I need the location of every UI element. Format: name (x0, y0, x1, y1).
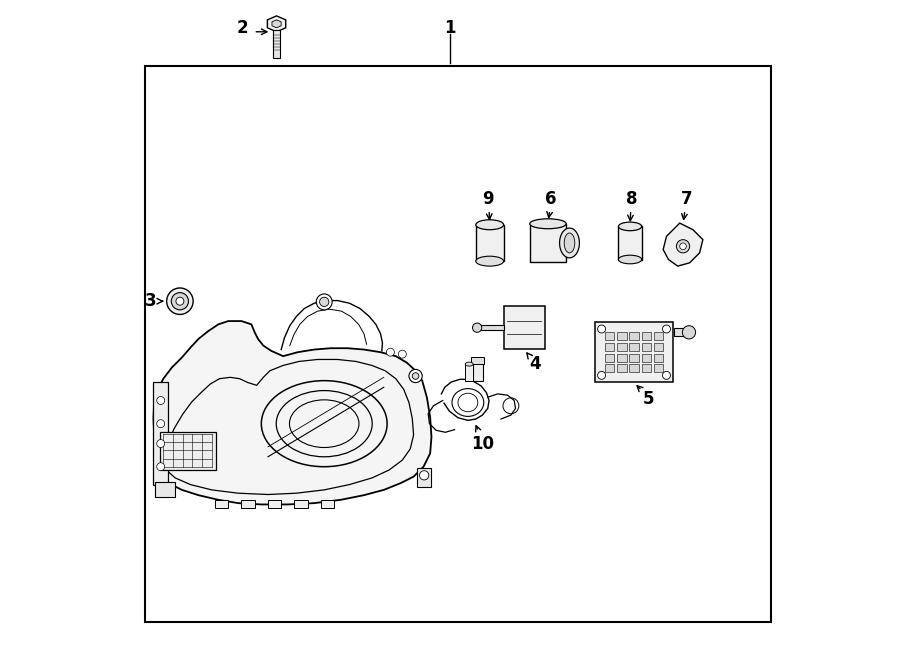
Ellipse shape (564, 233, 575, 253)
Bar (530, 224, 566, 262)
Circle shape (157, 420, 165, 428)
Bar (605, 343, 614, 351)
Ellipse shape (618, 256, 642, 264)
Bar (274, 30, 280, 58)
Polygon shape (663, 223, 703, 266)
Text: 5: 5 (643, 389, 654, 408)
Ellipse shape (530, 219, 566, 229)
Circle shape (157, 440, 165, 448)
Bar (605, 364, 614, 373)
Bar (605, 354, 614, 361)
Circle shape (662, 325, 670, 333)
Circle shape (598, 371, 606, 379)
Text: 10: 10 (472, 434, 495, 453)
Ellipse shape (560, 228, 580, 258)
Text: 7: 7 (681, 189, 693, 208)
Text: 4: 4 (529, 355, 541, 373)
Text: 2: 2 (237, 19, 248, 37)
Ellipse shape (476, 256, 504, 266)
Bar (417, 468, 431, 487)
Circle shape (316, 294, 332, 310)
Ellipse shape (472, 358, 483, 363)
Circle shape (682, 326, 696, 339)
Bar (160, 432, 216, 470)
Bar (472, 357, 484, 364)
Circle shape (662, 371, 670, 379)
Circle shape (386, 348, 394, 356)
Circle shape (157, 397, 165, 404)
Bar (146, 66, 771, 622)
Circle shape (412, 373, 418, 379)
Bar (653, 343, 663, 351)
Circle shape (176, 297, 184, 305)
Bar (605, 332, 614, 340)
Bar (595, 322, 673, 382)
Circle shape (409, 369, 422, 383)
Bar (642, 354, 652, 361)
Bar (156, 482, 176, 496)
Bar (629, 332, 639, 340)
Circle shape (399, 350, 406, 358)
Circle shape (677, 240, 689, 253)
Bar (674, 328, 689, 336)
Text: 1: 1 (445, 19, 455, 37)
Text: 8: 8 (626, 189, 638, 208)
Bar (241, 500, 255, 508)
Bar (616, 332, 626, 340)
Circle shape (171, 293, 188, 310)
Bar (629, 343, 639, 351)
Bar (629, 354, 639, 361)
Polygon shape (153, 321, 431, 504)
Circle shape (166, 288, 194, 314)
Bar (629, 364, 639, 373)
Bar (653, 332, 663, 340)
Bar (215, 500, 229, 508)
Bar (268, 500, 281, 508)
Bar (653, 364, 663, 373)
Bar (616, 343, 626, 351)
Bar (642, 364, 652, 373)
Bar (642, 343, 652, 351)
Bar (653, 354, 663, 361)
Bar (616, 364, 626, 373)
Bar (321, 500, 334, 508)
Bar (477, 325, 504, 330)
Bar (465, 364, 473, 381)
Circle shape (419, 471, 428, 480)
Ellipse shape (618, 222, 642, 231)
Polygon shape (267, 16, 285, 32)
Text: 9: 9 (482, 189, 494, 208)
Circle shape (598, 325, 606, 333)
Bar (153, 382, 168, 485)
Text: 6: 6 (544, 189, 556, 208)
Circle shape (472, 323, 482, 332)
Ellipse shape (465, 362, 473, 366)
Polygon shape (272, 20, 281, 28)
Bar (618, 226, 642, 260)
Text: 3: 3 (145, 292, 157, 310)
Circle shape (320, 297, 328, 307)
Circle shape (680, 243, 687, 250)
Bar (642, 332, 652, 340)
Bar (504, 306, 544, 350)
Circle shape (157, 463, 165, 471)
Ellipse shape (476, 220, 504, 230)
Bar (294, 500, 308, 508)
Bar (472, 361, 483, 381)
Bar (476, 225, 504, 261)
Bar (616, 354, 626, 361)
